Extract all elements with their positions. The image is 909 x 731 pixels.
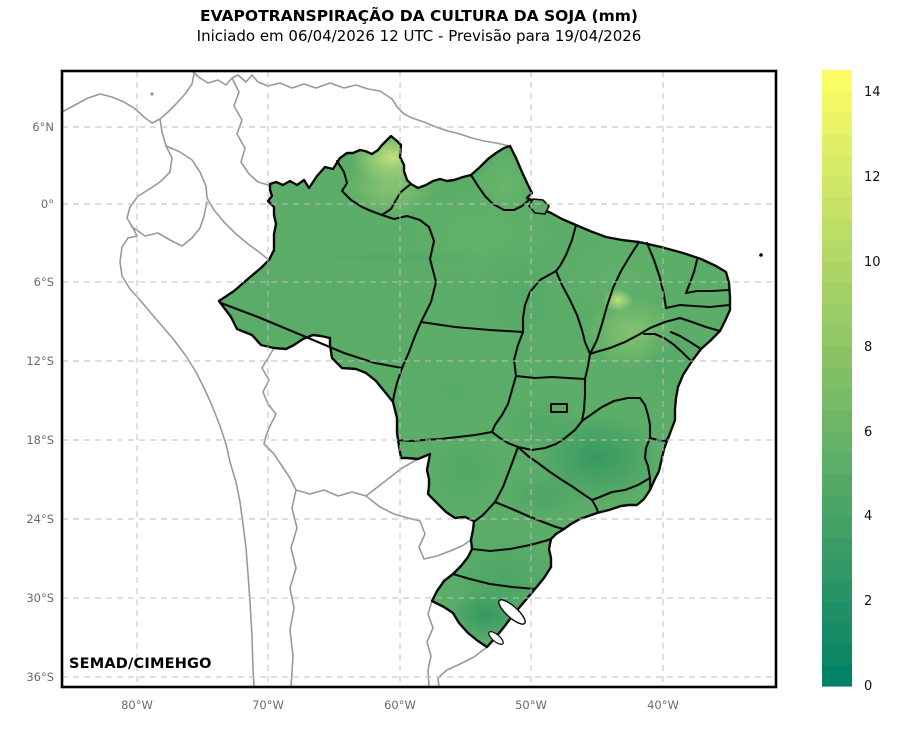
colorbar-step bbox=[822, 409, 852, 432]
colorbar-tick: 12 bbox=[864, 170, 881, 185]
colorbar-step bbox=[822, 473, 852, 496]
colorbar-tick: 0 bbox=[864, 679, 872, 694]
colorbar-step bbox=[822, 197, 852, 220]
colorbar-tick: 2 bbox=[864, 594, 872, 609]
page-subtitle: Iniciado em 06/04/2026 12 UTC - Previsão… bbox=[196, 26, 642, 45]
graticule-gridlines bbox=[62, 71, 776, 687]
colorbar-tick: 6 bbox=[864, 425, 872, 440]
colorbar-step bbox=[822, 388, 852, 411]
colorbar-step bbox=[822, 601, 852, 623]
colorbar-step bbox=[822, 324, 852, 347]
longitude-axis: 80°W 70°W 60°W 50°W 40°W bbox=[121, 698, 679, 712]
south-america-country-outlines bbox=[61, 70, 511, 688]
lat-tick-label: 30°S bbox=[26, 591, 54, 605]
brazil-state-borders bbox=[219, 159, 731, 591]
lagoa-dos-patos bbox=[498, 599, 526, 625]
plot-frame bbox=[60, 69, 778, 689]
lat-tick-label: 12°S bbox=[26, 354, 54, 368]
colorbar-step bbox=[822, 239, 852, 262]
lat-tick-label: 24°S bbox=[26, 512, 54, 526]
colorbar-step bbox=[822, 112, 852, 135]
lat-tick-label: 36°S bbox=[26, 670, 54, 684]
colorbar-tick: 4 bbox=[864, 509, 872, 524]
colorbar-tick-labels: 0 2 4 6 8 10 12 14 bbox=[864, 85, 881, 694]
lat-tick-label: 6°S bbox=[34, 275, 54, 289]
colorbar-step bbox=[822, 664, 852, 687]
colorbar-step bbox=[822, 154, 852, 177]
colorbar-step bbox=[822, 218, 852, 241]
lat-tick-label: 6°N bbox=[32, 120, 54, 134]
latitude-axis: 6°N 0° 6°S 12°S 18°S 24°S 30°S 36°S bbox=[26, 120, 54, 684]
colorbar-step bbox=[822, 579, 852, 602]
colorbar-tick: 8 bbox=[864, 340, 872, 355]
page-title: EVAPOTRANSPIRAÇÃO DA CULTURA DA SOJA (mm… bbox=[200, 7, 638, 25]
small-island-dot bbox=[150, 92, 154, 96]
colorbar-step bbox=[822, 70, 852, 92]
colorbar-step bbox=[822, 643, 852, 666]
colorbar-step bbox=[822, 431, 852, 453]
brazil-country-outline bbox=[217, 134, 732, 649]
colorbar-step bbox=[822, 558, 852, 581]
colorbar-step bbox=[822, 176, 852, 199]
lon-tick-label: 70°W bbox=[252, 698, 284, 712]
lat-tick-label: 0° bbox=[41, 197, 54, 211]
credit-label: SEMAD/CIMEHGO bbox=[69, 656, 212, 672]
colorbar-step bbox=[822, 622, 852, 645]
lat-tick-label: 18°S bbox=[26, 433, 54, 447]
colorbar-step bbox=[822, 516, 852, 538]
fernando-de-noronha-dot bbox=[759, 253, 763, 257]
colorbar bbox=[822, 70, 852, 687]
figure-header: EVAPOTRANSPIRAÇÃO DA CULTURA DA SOJA (mm… bbox=[62, 6, 776, 46]
colorbar-step bbox=[822, 91, 852, 114]
colorbar-step bbox=[822, 494, 852, 517]
lon-tick-label: 50°W bbox=[515, 698, 547, 712]
colorbar-step bbox=[822, 367, 852, 390]
colorbar-step bbox=[822, 303, 852, 326]
lagoa-mirim bbox=[488, 631, 504, 645]
colorbar-tick: 10 bbox=[864, 255, 881, 270]
lon-tick-label: 60°W bbox=[384, 698, 416, 712]
colorbar-step bbox=[822, 346, 852, 368]
colorbar-step bbox=[822, 452, 852, 475]
colorbar-step bbox=[822, 261, 852, 284]
marajo-island bbox=[528, 198, 550, 215]
lon-tick-label: 40°W bbox=[647, 698, 679, 712]
colorbar-step bbox=[822, 282, 852, 305]
colorbar-tick: 14 bbox=[864, 85, 881, 100]
colorbar-step bbox=[822, 537, 852, 560]
colorbar-step bbox=[822, 133, 852, 156]
lon-tick-label: 80°W bbox=[121, 698, 153, 712]
brazil-evapotranspiration-field bbox=[219, 136, 730, 647]
